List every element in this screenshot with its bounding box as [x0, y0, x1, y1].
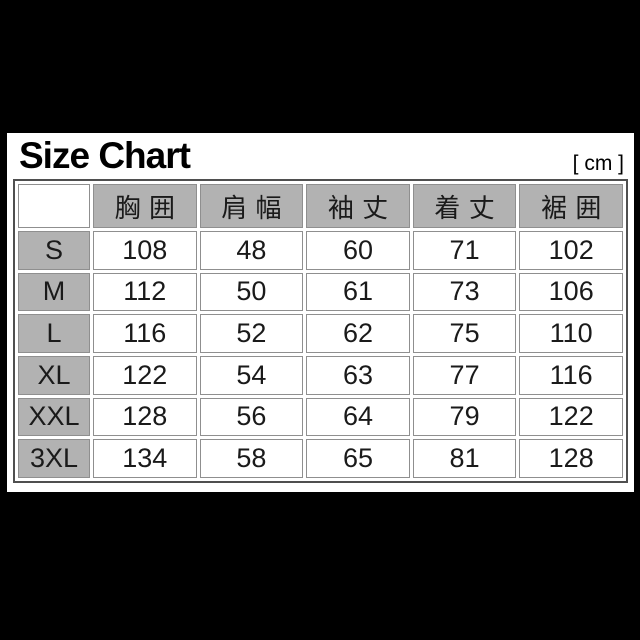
cell-chest: 116: [93, 314, 197, 353]
cell-shoulder: 48: [199, 231, 304, 270]
cell-hem: 102: [519, 231, 623, 270]
column-header-sleeve: 袖丈: [306, 184, 410, 228]
column-header-hem: 裾囲: [519, 184, 623, 228]
page-title: Size Chart: [19, 135, 191, 176]
cell-shoulder: 54: [199, 355, 304, 395]
cell-chest: 108: [93, 231, 197, 270]
cell-sleeve: 61: [306, 272, 410, 312]
row-header-size: L: [18, 314, 90, 353]
cell-sleeve: 60: [306, 231, 410, 270]
table-row-l: L 116 52 62 75 110: [18, 314, 623, 353]
row-header-size: XXL: [18, 397, 90, 437]
table-header-row: 胸囲 肩幅 袖丈 着丈 裾囲: [18, 184, 623, 228]
cell-length: 71: [412, 231, 517, 270]
cell-sleeve: 64: [306, 397, 410, 437]
cell-chest: 128: [93, 397, 197, 437]
column-header-length: 着丈: [412, 184, 517, 228]
cell-length: 79: [412, 397, 517, 437]
cell-shoulder: 58: [199, 439, 304, 478]
row-header-size: 3XL: [18, 439, 90, 478]
cell-length: 75: [412, 314, 517, 353]
cell-shoulder: 56: [199, 397, 304, 437]
cell-shoulder: 52: [199, 314, 304, 353]
table-row-s: S 108 48 60 71 102: [18, 231, 623, 270]
cell-chest: 122: [93, 355, 197, 395]
cell-chest: 134: [93, 439, 197, 478]
corner-cell: [18, 184, 90, 228]
column-header-chest: 胸囲: [93, 184, 197, 228]
table-row-xxl: XXL 128 56 64 79 122: [18, 397, 623, 437]
table-row-m: M 112 50 61 73 106: [18, 272, 623, 312]
row-header-size: M: [18, 272, 90, 312]
row-header-size: XL: [18, 355, 90, 395]
table-row-xl: XL 122 54 63 77 116: [18, 355, 623, 395]
cell-length: 77: [412, 355, 517, 395]
cell-sleeve: 65: [306, 439, 410, 478]
size-table: 胸囲 肩幅 袖丈 着丈 裾囲 S 108 48 60 71 102 M 112 …: [13, 179, 628, 483]
column-header-shoulder: 肩幅: [199, 184, 304, 228]
cell-chest: 112: [93, 272, 197, 312]
cell-length: 81: [412, 439, 517, 478]
cell-sleeve: 63: [306, 355, 410, 395]
cell-length: 73: [412, 272, 517, 312]
cell-hem: 122: [519, 397, 623, 437]
cell-hem: 128: [519, 439, 623, 478]
cell-hem: 110: [519, 314, 623, 353]
unit-label: [ cm ]: [572, 152, 624, 175]
cell-hem: 106: [519, 272, 623, 312]
row-header-size: S: [18, 231, 90, 270]
title-bar: Size Chart [ cm ]: [7, 133, 634, 179]
size-chart-panel: Size Chart [ cm ] 胸囲 肩幅 袖丈 着丈 裾囲 S 108 4…: [7, 133, 634, 492]
cell-hem: 116: [519, 355, 623, 395]
cell-sleeve: 62: [306, 314, 410, 353]
cell-shoulder: 50: [199, 272, 304, 312]
table-row-3xl: 3XL 134 58 65 81 128: [18, 439, 623, 478]
